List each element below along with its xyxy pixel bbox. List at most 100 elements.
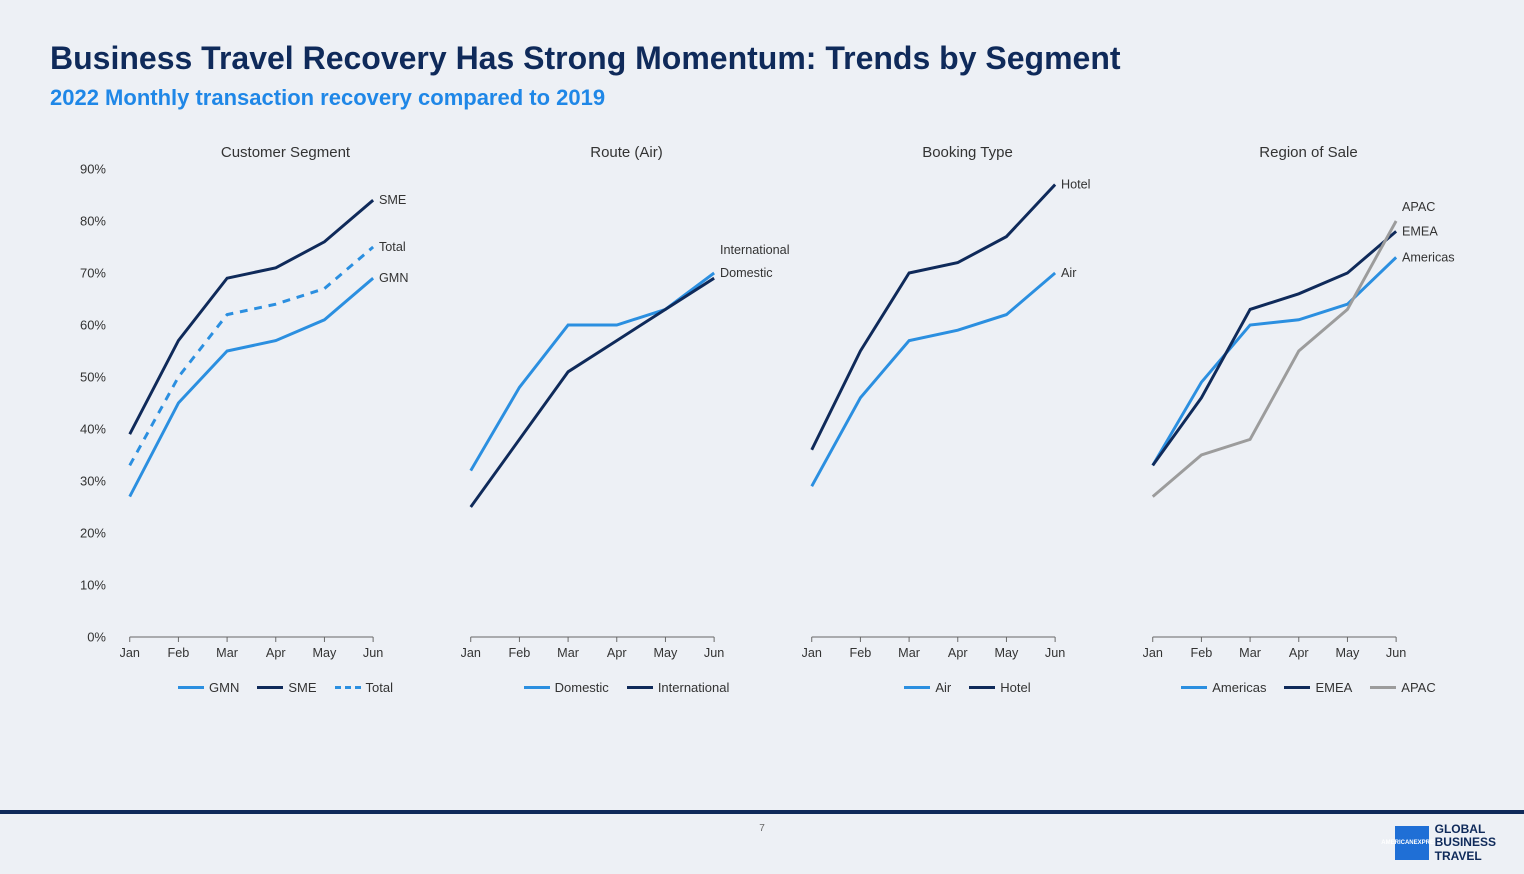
y-tick-label: 0% xyxy=(87,630,106,645)
legend-label: Air xyxy=(935,680,951,695)
chart-plot: JanFebMarAprMayJunAmericasEMEAAPAC xyxy=(1143,165,1474,667)
legend-item: EMEA xyxy=(1284,680,1352,695)
series-end-label: Air xyxy=(1061,265,1077,280)
slide-title: Business Travel Recovery Has Strong Mome… xyxy=(50,40,1474,77)
amex-icon: AMERICANEXPRESS xyxy=(1395,826,1429,860)
y-tick-label: 50% xyxy=(80,370,106,385)
legend-swatch xyxy=(1284,686,1310,689)
legend-swatch xyxy=(335,686,361,689)
legend-item: SME xyxy=(257,680,316,695)
chart-legend: Air Hotel xyxy=(802,673,1133,701)
chart-title: Region of Sale xyxy=(1143,141,1474,165)
chart-legend: Americas EMEA APAC xyxy=(1143,673,1474,701)
series-end-label: Total xyxy=(379,239,406,254)
legend-swatch xyxy=(524,686,550,689)
series-end-label: International xyxy=(720,242,790,257)
chart-title: Booking Type xyxy=(802,141,1133,165)
x-tick-label: Feb xyxy=(509,645,531,660)
legend-swatch xyxy=(627,686,653,689)
legend-swatch xyxy=(1370,686,1396,689)
x-tick-label: May xyxy=(653,645,677,660)
slide-subtitle: 2022 Monthly transaction recovery compar… xyxy=(50,85,1474,111)
series-line xyxy=(471,278,714,507)
x-tick-label: Mar xyxy=(1239,645,1261,660)
series-end-label: Americas xyxy=(1402,249,1455,264)
legend-item: Air xyxy=(904,680,951,695)
legend-label: Hotel xyxy=(1000,680,1030,695)
legend-item: International xyxy=(627,680,730,695)
chart-panel: Booking TypeJanFebMarAprMayJunAirHotelAi… xyxy=(802,141,1133,701)
x-tick-label: Apr xyxy=(948,645,968,660)
x-tick-label: Jun xyxy=(363,645,383,660)
chart-plot: JanFebMarAprMayJunDomesticInternational xyxy=(461,165,792,667)
legend-label: International xyxy=(658,680,730,695)
y-tick-label: 90% xyxy=(80,162,106,177)
chart-panel: Route (Air)JanFebMarAprMayJunDomesticInt… xyxy=(461,141,792,701)
legend-swatch xyxy=(904,686,930,689)
x-tick-label: Feb xyxy=(168,645,190,660)
brand-text: GLOBALBUSINESSTRAVEL xyxy=(1435,823,1496,864)
legend-label: EMEA xyxy=(1315,680,1352,695)
series-end-label: EMEA xyxy=(1402,223,1438,238)
shared-y-axis: 0%10%20%30%40%50%60%70%80%90% xyxy=(50,141,110,701)
legend-item: Hotel xyxy=(969,680,1030,695)
y-tick-label: 10% xyxy=(80,578,106,593)
series-end-label: APAC xyxy=(1402,199,1435,214)
footer-divider xyxy=(0,810,1524,814)
series-line xyxy=(130,247,373,465)
series-end-label: Domestic xyxy=(720,265,773,280)
page-number: 7 xyxy=(759,823,765,834)
slide: Business Travel Recovery Has Strong Mome… xyxy=(0,0,1524,874)
legend-item: Total xyxy=(335,680,393,695)
x-tick-label: May xyxy=(1335,645,1359,660)
x-tick-label: Mar xyxy=(216,645,238,660)
chart-title: Customer Segment xyxy=(120,141,451,165)
x-tick-label: Apr xyxy=(266,645,286,660)
x-tick-label: Jan xyxy=(802,645,822,660)
series-line xyxy=(1153,231,1396,465)
y-tick-label: 40% xyxy=(80,422,106,437)
chart-plot: JanFebMarAprMayJunAirHotel xyxy=(802,165,1133,667)
series-end-label: Hotel xyxy=(1061,176,1091,191)
x-tick-label: Jan xyxy=(120,645,140,660)
charts-row: 0%10%20%30%40%50%60%70%80%90% Customer S… xyxy=(50,141,1474,701)
legend-item: GMN xyxy=(178,680,239,695)
chart-title: Route (Air) xyxy=(461,141,792,165)
legend-label: APAC xyxy=(1401,680,1435,695)
legend-label: Domestic xyxy=(555,680,609,695)
legend-swatch xyxy=(257,686,283,689)
chart-legend: GMN SME Total xyxy=(120,673,451,701)
chart-legend: Domestic International xyxy=(461,673,792,701)
legend-swatch xyxy=(178,686,204,689)
x-tick-label: Feb xyxy=(850,645,872,660)
legend-item: Americas xyxy=(1181,680,1266,695)
y-tick-label: 30% xyxy=(80,474,106,489)
x-tick-label: Apr xyxy=(607,645,627,660)
chart-panel: Customer Segment Jan Feb Mar Apr May Jun GMN SME… xyxy=(120,141,451,701)
legend-label: Total xyxy=(366,680,393,695)
legend-swatch xyxy=(969,686,995,689)
x-tick-label: Feb xyxy=(1191,645,1213,660)
x-tick-label: May xyxy=(994,645,1018,660)
series-end-label: SME xyxy=(379,192,406,207)
brand-logo: AMERICANEXPRESS GLOBALBUSINESSTRAVEL xyxy=(1395,823,1496,864)
series-end-label: GMN xyxy=(379,270,409,285)
x-tick-label: Mar xyxy=(557,645,579,660)
legend-label: Americas xyxy=(1212,680,1266,695)
x-tick-label: Apr xyxy=(1289,645,1309,660)
y-tick-label: 20% xyxy=(80,526,106,541)
legend-item: APAC xyxy=(1370,680,1435,695)
series-line xyxy=(812,273,1055,486)
x-tick-label: May xyxy=(312,645,336,660)
legend-label: SME xyxy=(288,680,316,695)
chart-panel: Region of SaleJanFebMarAprMayJunAmericas… xyxy=(1143,141,1474,701)
x-tick-label: Jan xyxy=(1143,645,1163,660)
y-tick-label: 60% xyxy=(80,318,106,333)
x-tick-label: Jan xyxy=(461,645,481,660)
y-tick-label: 70% xyxy=(80,266,106,281)
legend-item: Domestic xyxy=(524,680,609,695)
chart-plot: Jan Feb Mar Apr May Jun GMN SME Total xyxy=(120,165,451,667)
x-tick-label: Jun xyxy=(1045,645,1065,660)
legend-swatch xyxy=(1181,686,1207,689)
series-line xyxy=(130,278,373,496)
